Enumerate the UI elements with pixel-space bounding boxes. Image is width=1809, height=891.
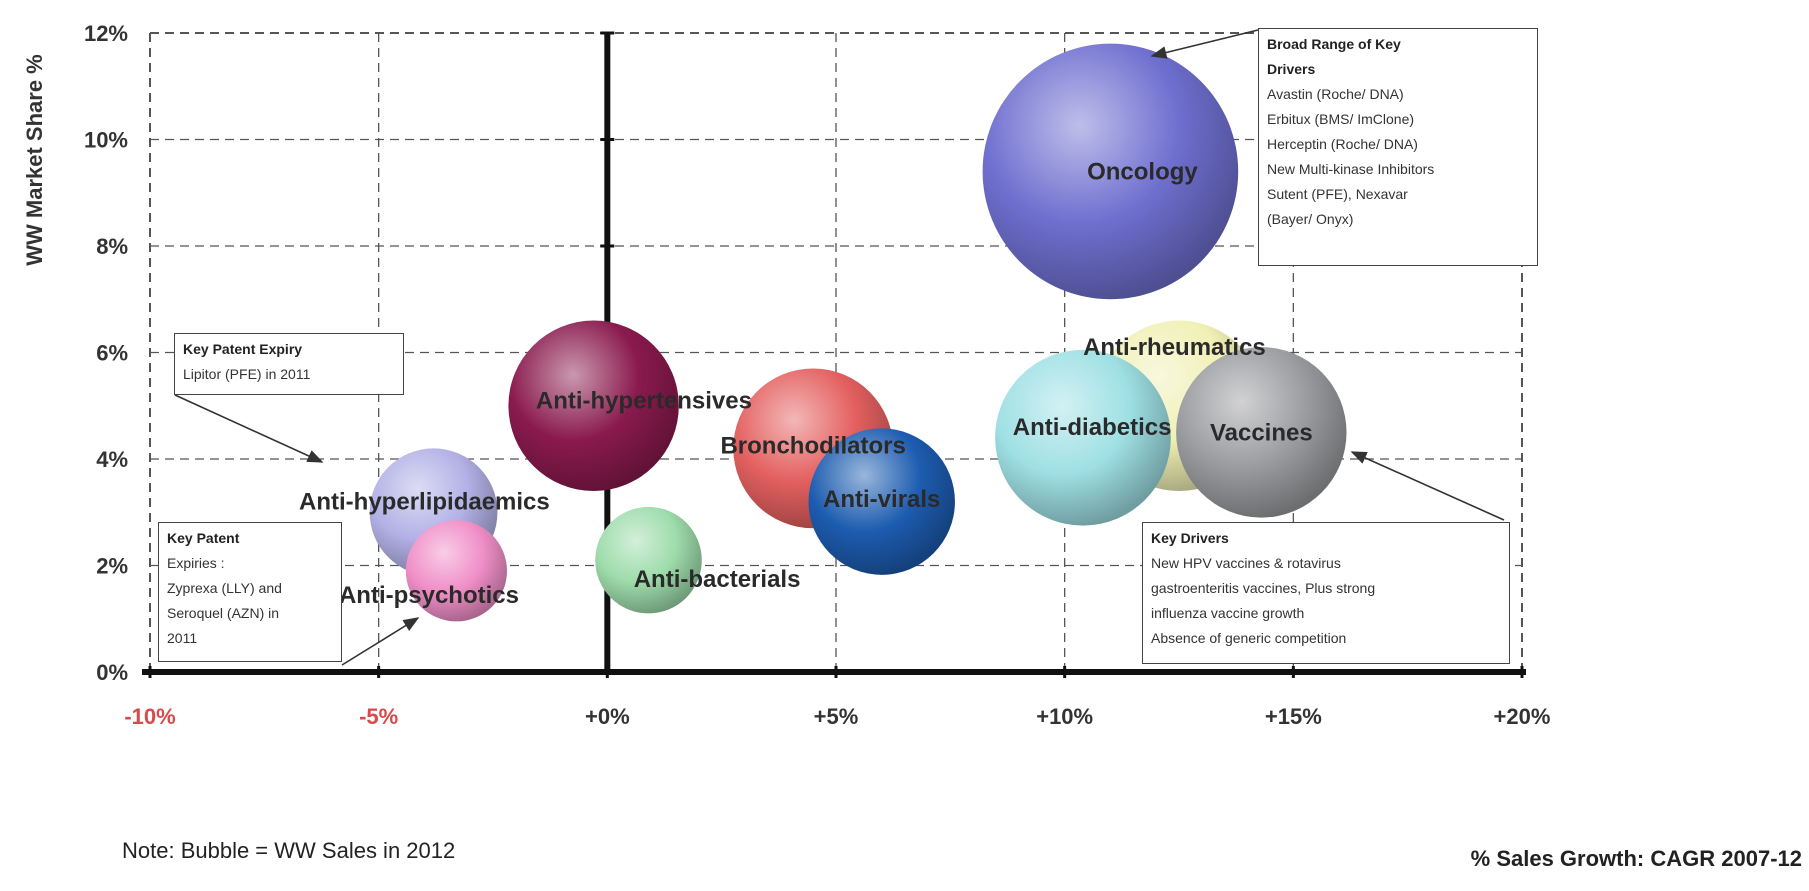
bubble-label: Anti-rheumatics xyxy=(1083,334,1266,361)
annotation-patent-expiry-line: Lipitor (PFE) in 2011 xyxy=(183,366,311,382)
annotation-vaccines-line: gastroenteritis vaccines, Plus strong xyxy=(1151,580,1376,596)
y-axis-label: WW Market Share % xyxy=(22,54,47,266)
y-tick-label: 8% xyxy=(96,234,128,259)
annotation-patent-expiry-title: Key Patent Expiry xyxy=(183,341,303,357)
annotation-vaccines-line: influenza vaccine growth xyxy=(1151,605,1305,621)
bubble-label: Anti-bacterials xyxy=(634,566,801,593)
annotation-oncology-line: Drivers xyxy=(1267,61,1316,77)
bubble-anti-bacterials xyxy=(595,506,702,614)
arrows-layer xyxy=(174,29,1505,666)
annotation-oncology-title: Broad Range of Key xyxy=(1267,36,1401,52)
x-tick-label: -5% xyxy=(359,704,398,729)
bubble-label: Anti-hyperlipidaemics xyxy=(299,489,550,516)
annotation-oncology-line: Erbitux (BMS/ ImClone) xyxy=(1267,111,1415,127)
bubble-oncology xyxy=(982,43,1239,300)
annotation-oncology-line: Avastin (Roche/ DNA) xyxy=(1267,86,1404,102)
bubble-label: Anti-diabetics xyxy=(1013,414,1172,441)
annotation-patent-expiries-line: 2011 xyxy=(167,630,198,646)
bubble-label: Anti-psychotics xyxy=(339,582,519,609)
annotation-oncology-line: Herceptin (Roche/ DNA) xyxy=(1267,136,1418,152)
bubble-anti-hypertensives xyxy=(508,320,679,491)
annotation-patent-expiries-title: Key Patent xyxy=(167,530,240,546)
bubble-label: Anti-hypertensives xyxy=(536,387,752,414)
bubbles-layer xyxy=(369,43,1347,622)
annotation-oncology-line: Sutent (PFE), Nexavar xyxy=(1267,186,1408,202)
x-tick-label: -10% xyxy=(124,704,175,729)
annotation-patent-expiries: Key Patent Expiries : Zyprexa (LLY) and … xyxy=(158,522,342,662)
arrow-vaccines xyxy=(1350,451,1505,521)
bubble-label: Oncology xyxy=(1087,158,1198,185)
x-tick-label: +5% xyxy=(814,704,859,729)
annotation-patent-expiry: Key Patent Expiry Lipitor (PFE) in 2011 xyxy=(174,333,404,395)
annotation-vaccines: Key Drivers New HPV vaccines & rotavirus… xyxy=(1142,522,1510,664)
y-tick-label: 4% xyxy=(96,447,128,472)
arrow-lipitor xyxy=(174,394,324,463)
annotation-oncology: Broad Range of Key Drivers Avastin (Roch… xyxy=(1258,28,1538,266)
y-tick-label: 6% xyxy=(96,341,128,366)
bubble-vaccines xyxy=(1176,347,1347,518)
annotation-oncology-line: (Bayer/ Onyx) xyxy=(1267,211,1354,227)
annotation-vaccines-title: Key Drivers xyxy=(1151,530,1229,546)
annotation-patent-expiries-line: Expiries : xyxy=(167,555,225,571)
bubble-label: Bronchodilators xyxy=(720,433,905,460)
y-tick-label: 0% xyxy=(96,660,128,685)
x-tick-label: +10% xyxy=(1036,704,1093,729)
x-tick-label: +20% xyxy=(1494,704,1551,729)
y-tick-label: 12% xyxy=(84,21,128,46)
x-tick-label: +15% xyxy=(1265,704,1322,729)
annotation-vaccines-line: New HPV vaccines & rotavirus xyxy=(1151,555,1341,571)
annotation-patent-expiries-line: Seroquel (AZN) in xyxy=(167,605,280,621)
bubble-label: Vaccines xyxy=(1210,419,1313,446)
annotation-patent-expiries-line: Zyprexa (LLY) and xyxy=(167,580,282,596)
y-tick-label: 2% xyxy=(96,554,128,579)
arrow-oncology xyxy=(1150,29,1259,59)
ticks-layer: -10% -5% +0% +5% +10% +15% +20% 0% 2% 4% 6% 8% 10% 12… xyxy=(84,21,1550,729)
bubble-label: Anti-virals xyxy=(823,486,940,513)
x-tick-label: +0% xyxy=(585,704,630,729)
bubble-anti-diabetics xyxy=(995,349,1171,526)
annotation-vaccines-line: Absence of generic competition xyxy=(1151,630,1347,646)
annotation-oncology-line: New Multi-kinase Inhibitors xyxy=(1267,161,1435,177)
labels-layer: Anti-hyperlipidaemics Anti-psychotics Anti… xyxy=(299,158,1313,608)
y-tick-label: 10% xyxy=(84,128,128,153)
bubble-anti-virals xyxy=(808,428,955,575)
bubble-note: Note: Bubble = WW Sales in 2012 xyxy=(122,838,455,863)
bubble-anti-psychotics xyxy=(405,520,508,622)
arrow-zyprexa xyxy=(341,617,420,666)
x-axis-label: % Sales Growth: CAGR 2007-12 xyxy=(1471,846,1802,871)
